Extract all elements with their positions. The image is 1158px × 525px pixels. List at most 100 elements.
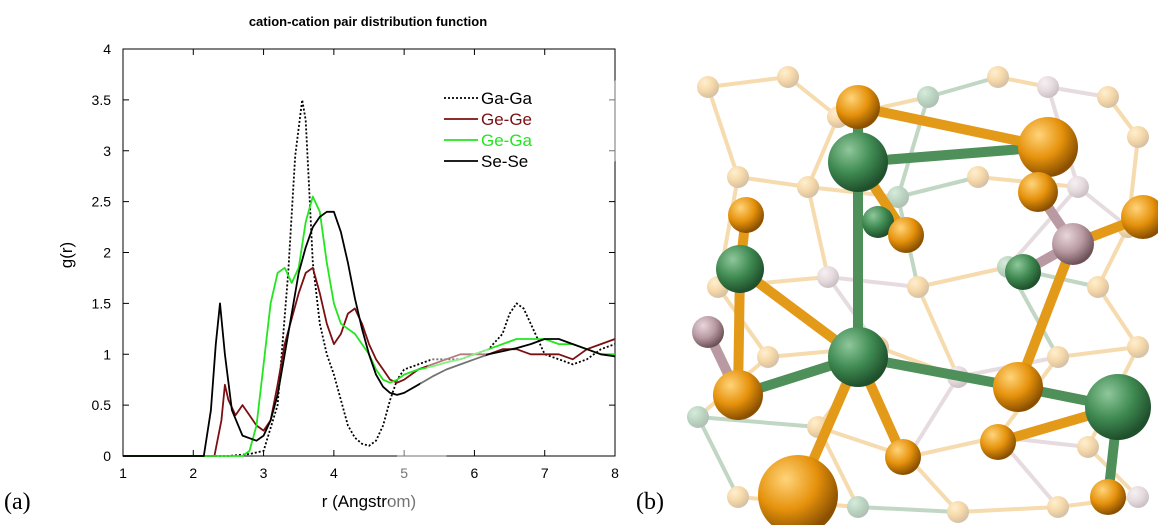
background-bond [697, 415, 819, 429]
orange-atom [1018, 172, 1058, 212]
x-tick-label: 4 [330, 465, 338, 481]
orange-atom [728, 197, 764, 233]
x-tick-label: 6 [471, 465, 479, 481]
background-atom [1037, 76, 1059, 98]
chart-title: cation-cation pair distribution function [249, 14, 487, 29]
background-atom [1127, 486, 1149, 508]
background-bond [927, 75, 999, 99]
background-atom [917, 86, 939, 108]
y-tick-label: 1.5 [92, 295, 112, 311]
orange-atom [1090, 479, 1126, 515]
x-tick-label: 8 [611, 465, 619, 481]
background-bond [906, 375, 960, 459]
legend-label-ge-ga: Ge-Ga [481, 131, 533, 150]
y-tick-label: 2 [103, 245, 111, 261]
series-line-ge-ga [123, 195, 615, 457]
background-bond [806, 116, 840, 188]
orange-atom [713, 370, 763, 420]
background-atom [1077, 436, 1099, 458]
orange-atom [1018, 117, 1078, 177]
series-line-ga-ga [123, 99, 616, 457]
x-tick-label: 7 [541, 465, 549, 481]
background-bond [1057, 345, 1139, 359]
chart-legend: Ga-Ga Ge-Ge Ge-Ga Se-Se [444, 89, 533, 171]
pink-atom [692, 316, 724, 348]
x-tick-label: 3 [260, 465, 268, 481]
background-atom [947, 501, 969, 523]
orange-atom [1121, 195, 1158, 239]
panel-label-b: (b) [636, 489, 664, 515]
background-bond [896, 96, 930, 198]
background-atom [797, 176, 819, 198]
panel-label-a: (a) [4, 489, 31, 515]
orange-atom [758, 455, 838, 525]
green-atom [1005, 254, 1041, 290]
background-bond [707, 75, 789, 89]
green-atom [1085, 374, 1151, 440]
background-atom [1127, 126, 1149, 148]
background-atom [1097, 86, 1119, 108]
background-bond [897, 175, 979, 199]
background-atom [757, 346, 779, 368]
legend-label-se-se: Se-Se [481, 152, 528, 171]
molecular-structure-render [687, 66, 1158, 525]
background-atom [1087, 276, 1109, 298]
background-bond [917, 265, 1009, 289]
bond [853, 142, 1053, 167]
bond [1013, 239, 1078, 392]
background-atom [687, 406, 709, 428]
y-tick-label: 3 [103, 143, 111, 159]
orange-atom [993, 362, 1043, 412]
background-atom [967, 166, 989, 188]
background-atom [887, 186, 909, 208]
background-atom [697, 76, 719, 98]
background-atom [777, 66, 799, 88]
background-bond [737, 175, 809, 189]
orange-atom [888, 217, 924, 253]
y-tick-label: 3.5 [92, 92, 112, 108]
series-line-se-se [123, 210, 616, 457]
background-atom [1127, 336, 1149, 358]
green-atom [828, 132, 888, 192]
background-atom [907, 276, 929, 298]
background-atom [727, 166, 749, 188]
background-bond [957, 505, 1059, 514]
plot-area: 1 2 3 4 5 6 7 8 0 0.5 1 1.5 2 2.5 3 3.5 4 [92, 41, 620, 481]
plot-frame [122, 48, 616, 457]
background-bond [1096, 226, 1130, 288]
bond [853, 102, 1053, 152]
y-tick-label: 0 [103, 448, 111, 464]
background-bond [1096, 285, 1140, 349]
background-atom [1047, 346, 1069, 368]
background-bond [696, 416, 740, 498]
background-bond [806, 186, 830, 278]
legend-label-ga-ga: Ga-Ga [481, 89, 533, 108]
orange-atom [885, 439, 921, 475]
green-atom [828, 327, 888, 387]
pink-atom [1052, 223, 1094, 265]
series-line-ge-ge [123, 266, 616, 457]
background-atom [847, 496, 869, 518]
x-tick-label: 5 [400, 465, 408, 481]
orange-atom [836, 85, 880, 129]
background-bond [916, 286, 960, 378]
background-atom [1047, 496, 1069, 518]
x-axis-label: r (Angstrom) [322, 492, 416, 511]
background-atom [817, 266, 839, 288]
y-tick-label: 1 [103, 346, 111, 362]
green-atom [716, 245, 764, 293]
x-tick-label: 1 [119, 465, 127, 481]
foreground-atoms [692, 85, 1158, 525]
background-bond [1006, 185, 1080, 269]
green-atom [862, 206, 894, 238]
background-bond [706, 86, 740, 178]
y-tick-label: 4 [103, 41, 111, 57]
background-bond [827, 275, 919, 289]
background-atom [727, 486, 749, 508]
background-atom [1067, 176, 1089, 198]
legend-label-ge-ge: Ge-Ge [481, 110, 532, 129]
orange-atom [980, 424, 1016, 460]
background-bond [857, 505, 959, 514]
y-tick-label: 2.5 [92, 194, 112, 210]
